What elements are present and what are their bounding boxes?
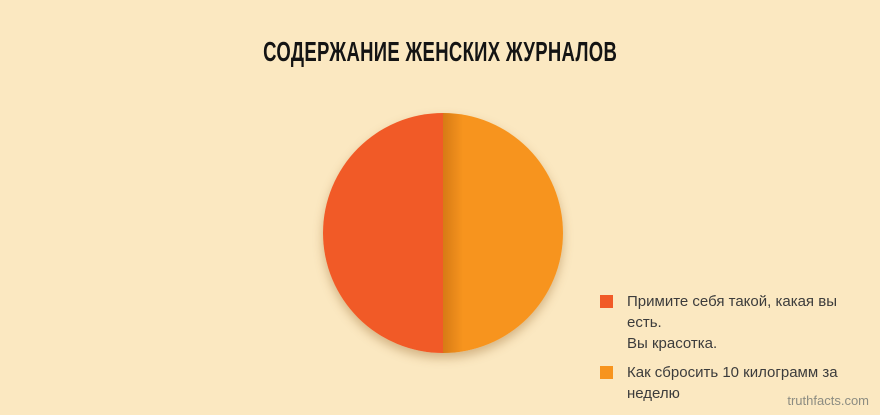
pie-slice-accept-yourself [323,113,443,353]
watermark: truthfacts.com [787,393,869,408]
legend-label-line-1: Примите себя такой, какая вы есть. [627,293,837,331]
pie-slice-lose-weight [443,113,563,353]
legend-label: Как сбросить 10 килограмм за неделю [627,362,875,404]
legend-label-line-1: Как сбросить 10 килограмм за неделю [627,364,838,402]
legend-label-line-2: Вы красотка. [627,335,718,352]
legend: Примите себя такой, какая вы есть. Вы кра… [600,291,875,404]
legend-swatch-red-orange [600,295,613,308]
pie-divider-shadow [443,113,463,353]
chart-title: СОДЕРЖАНИЕ ЖЕНСКИХ ЖУРНАЛОВ [263,36,617,67]
legend-item-lose-weight: Как сбросить 10 килограмм за неделю [600,362,875,404]
legend-swatch-orange [600,366,613,379]
legend-item-accept-yourself: Примите себя такой, какая вы есть. Вы кра… [600,291,875,354]
title-container: СОДЕРЖАНИЕ ЖЕНСКИХ ЖУРНАЛОВ [0,38,880,66]
pie-chart [323,113,563,353]
legend-label: Примите себя такой, какая вы есть. Вы кра… [627,291,875,354]
